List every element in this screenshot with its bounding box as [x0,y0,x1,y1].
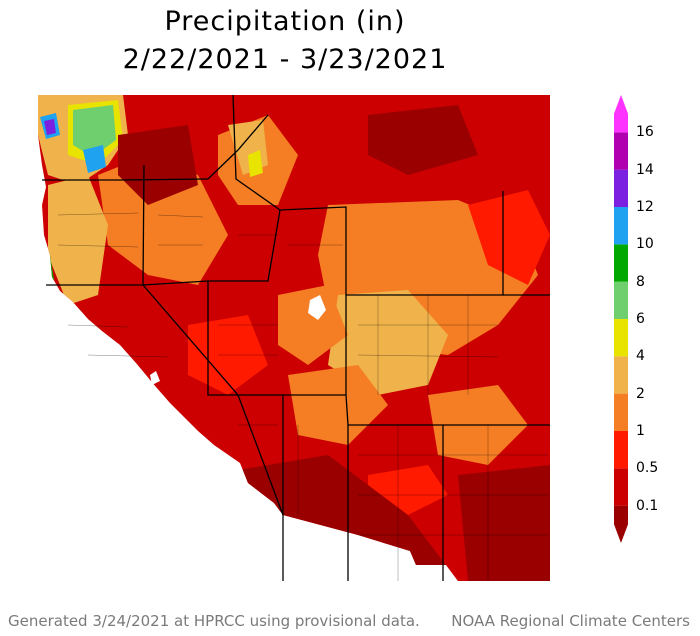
legend-color-step [614,95,628,133]
generated-note: Generated 3/24/2021 at HPRCC using provi… [8,612,420,630]
legend-color-step [614,281,628,319]
precipitation-map [38,95,550,581]
legend-label: 8 [636,273,645,290]
legend-label: 6 [636,311,645,327]
legend-color-step [614,169,628,207]
legend-label: 12 [636,199,654,215]
provider-credit: NOAA Regional Climate Centers [451,612,690,630]
precipitation-legend-scale [614,95,628,543]
legend-color-step [614,244,628,282]
legend-color-step [614,319,628,357]
legend-color-step [614,132,628,170]
legend-color-step [614,356,628,394]
legend-label: 16 [636,124,654,141]
legend-color-step [614,207,628,245]
legend-color-step [614,505,628,543]
legend-label: 0.1 [636,497,659,514]
legend-label: 4 [636,348,645,365]
legend-color-step [614,393,628,431]
legend-color-step [614,468,628,506]
legend-label: 14 [636,161,654,178]
legend-label: 1 [636,423,645,439]
legend-label: 10 [636,236,654,253]
map-date-range: 2/22/2021 - 3/23/2021 [122,44,448,75]
legend-label: 0.5 [636,460,659,477]
map-title: Precipitation (in) [164,6,406,37]
legend-color-step [614,431,628,469]
legend-label: 2 [636,385,645,402]
